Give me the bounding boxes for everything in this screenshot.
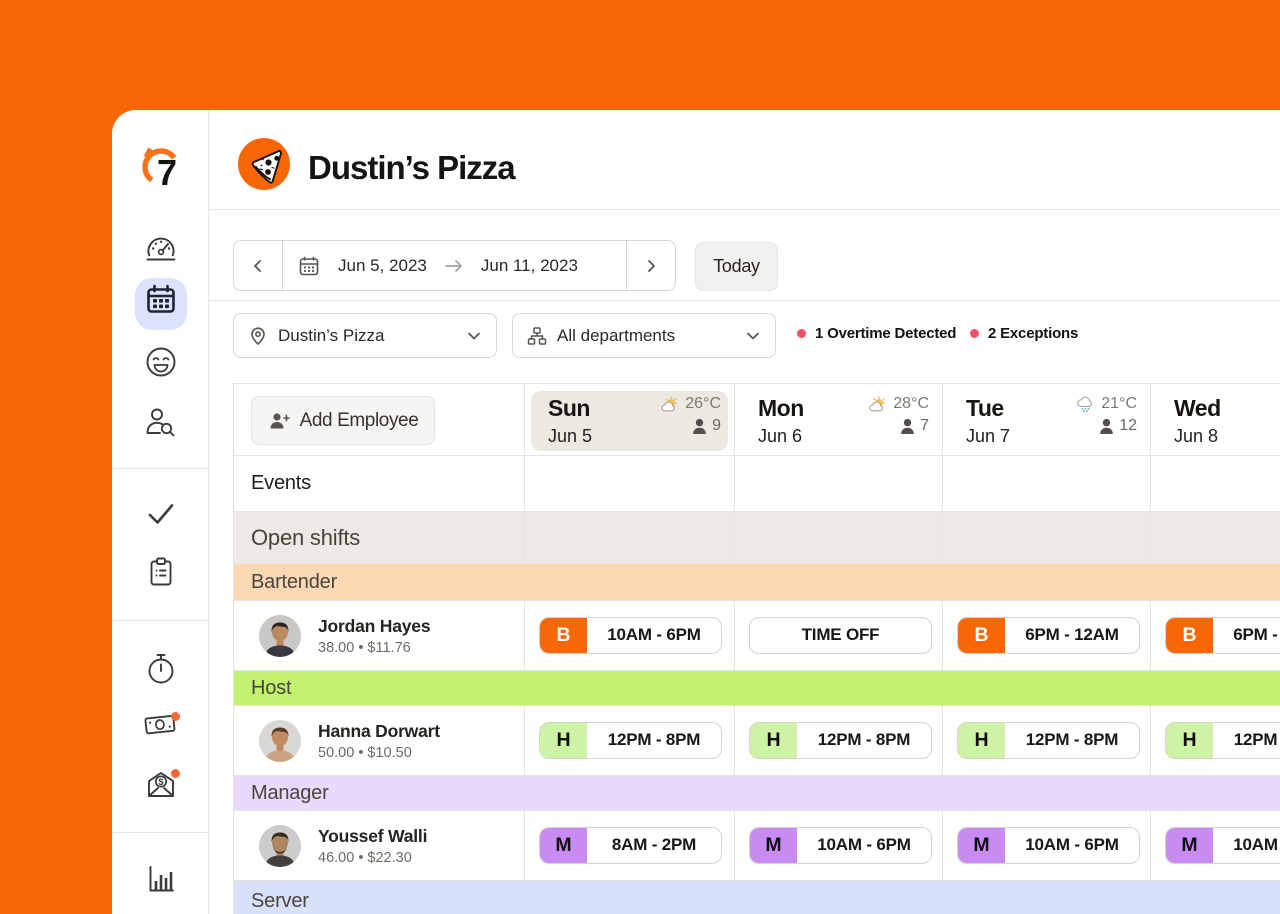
svg-text:7: 7 [157,152,177,189]
svg-text:$: $ [158,777,163,787]
